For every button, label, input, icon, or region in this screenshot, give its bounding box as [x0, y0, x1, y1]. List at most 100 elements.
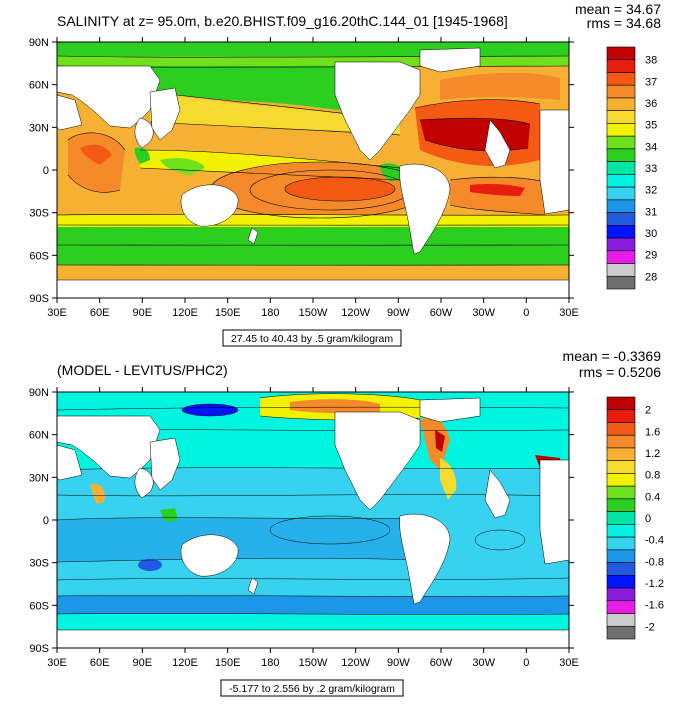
range-label: 27.45 to 40.43 by .5 gram/kilogram — [231, 333, 394, 345]
lon-tick-label: 30W — [472, 307, 495, 319]
latitude-axis: 90N 60N 30N 0 30S 60S 90S — [29, 387, 574, 655]
colorbar: 38 37 36 35 34 33 32 31 30 29 28 — [606, 46, 657, 290]
colorbar-swatch — [606, 511, 636, 525]
colorbar-label: -0.4 — [645, 535, 664, 547]
antarctica — [57, 279, 569, 298]
colorbar-label: -2 — [645, 621, 655, 633]
lat-tick-label: 0 — [43, 165, 49, 177]
africa-west — [484, 469, 511, 519]
north-america — [334, 61, 421, 161]
lon-tick-label: 120W — [341, 307, 370, 319]
lon-tick-label: 30E — [559, 307, 579, 319]
lat-tick-label: 90S — [29, 643, 49, 655]
colorbar-swatch — [606, 225, 636, 239]
south-america — [399, 513, 451, 605]
lon-tick-label: 90W — [387, 657, 410, 669]
colorbar-label: 36 — [645, 98, 657, 110]
lat-tick-label: 60S — [29, 600, 49, 612]
lat-tick-label: 30S — [29, 558, 49, 570]
colorbar-swatch — [606, 135, 636, 150]
north-america — [334, 411, 421, 511]
lon-tick-label: 60W — [430, 657, 453, 669]
rms-stat: rms = 0.5206 — [579, 364, 661, 380]
colorbar-swatch — [606, 562, 636, 576]
colorbar-swatch — [606, 123, 636, 137]
africa-west — [484, 119, 511, 169]
colorbar-label: 1.2 — [645, 448, 660, 460]
lon-tick-label: 90E — [133, 307, 153, 319]
africa-east — [57, 444, 83, 481]
lon-tick-label: 0 — [523, 307, 529, 319]
land-masks — [57, 397, 569, 648]
colorbar-swatch — [606, 434, 636, 449]
lon-tick-label: 150W — [299, 307, 328, 319]
land-masks — [57, 47, 569, 298]
salinity-field-map — [57, 42, 569, 298]
lon-tick-label: 30W — [472, 657, 495, 669]
colorbar-swatch — [606, 549, 636, 563]
range-box — [222, 329, 402, 347]
colorbar-swatch — [606, 524, 636, 538]
salinity-difference-map — [57, 392, 569, 648]
colorbar-label: 38 — [645, 55, 657, 67]
colorbar-swatch — [606, 72, 636, 86]
antarctica — [57, 629, 569, 648]
colorbar-label: 34 — [645, 141, 657, 153]
colorbar-label: 37 — [645, 76, 657, 88]
panel-bottom: (MODEL - LEVITUS/PHC2) mean = -0.3369 rm… — [29, 348, 664, 697]
colorbar-label: 29 — [645, 250, 657, 262]
lon-tick-label: 120E — [172, 307, 198, 319]
colorbar-label: 33 — [645, 163, 657, 175]
colorbar-swatch — [606, 263, 636, 277]
colorbar-label: 0 — [645, 513, 651, 525]
colorbar-swatch — [606, 275, 636, 290]
colorbar-swatch — [606, 250, 636, 264]
colorbar-swatch — [606, 199, 636, 213]
longitude-axis: 30E 60E 90E 120E 150E 180 150W 120W 90W 60W 30W 0 30… — [47, 37, 579, 319]
mean-stat: mean = -0.3369 — [563, 348, 662, 364]
colorbar-swatch — [606, 97, 636, 111]
lat-tick-label: 30S — [29, 208, 49, 220]
colorbar-swatch — [606, 613, 636, 627]
rms-stat: rms = 34.68 — [587, 15, 662, 31]
australia — [180, 534, 239, 577]
lon-tick-label: 90E — [133, 657, 153, 669]
colorbar-label: -1.2 — [645, 578, 664, 590]
lon-tick-label: 150E — [215, 657, 241, 669]
colorbar-swatch — [606, 498, 636, 512]
colorbar-swatch — [606, 174, 636, 188]
panel-top: SALINITY at z= 95.0m, b.e20.BHIST.f09_g1… — [29, 1, 662, 347]
africa-east — [57, 94, 83, 131]
colorbar: 2 1.6 1.2 0.8 0.4 0 -0.4 -0.8 -1.2 -1.6 -2 — [606, 396, 664, 640]
colorbar-swatch — [606, 600, 636, 614]
colorbar-swatch — [606, 625, 636, 640]
colorbar-swatch — [606, 575, 636, 589]
colorbar-swatch — [606, 46, 636, 61]
colorbar-swatch — [606, 84, 636, 99]
colorbar-swatch — [606, 473, 636, 487]
lon-tick-label: 150W — [299, 657, 328, 669]
lon-tick-label: 60W — [430, 307, 453, 319]
eurasia — [57, 415, 161, 479]
longitude-axis: 30E 60E 90E 120E 150E 180 150W 120W 90W 60W 30W 0 30… — [47, 387, 579, 669]
eurasia — [57, 65, 161, 129]
colorbar-swatch — [606, 587, 636, 602]
lon-tick-label: 30E — [559, 657, 579, 669]
colorbar-label: 35 — [645, 120, 657, 132]
colorbar-swatch — [606, 409, 636, 423]
lon-tick-label: 0 — [523, 657, 529, 669]
range-label: -5.177 to 2.556 by .2 gram/kilogram — [229, 683, 395, 695]
colorbar-swatch — [606, 110, 636, 124]
colorbar-label: 2 — [645, 405, 651, 417]
colorbar-swatch — [606, 536, 636, 551]
lon-tick-label: 120E — [172, 657, 198, 669]
lon-tick-label: 90W — [387, 307, 410, 319]
lon-tick-label: 60E — [90, 307, 110, 319]
colorbar-label: -0.8 — [645, 556, 664, 568]
lat-tick-label: 90N — [29, 387, 49, 399]
colorbar-swatch — [606, 460, 636, 474]
colorbar-label: 30 — [645, 228, 657, 240]
colorbar-swatch — [606, 59, 636, 73]
